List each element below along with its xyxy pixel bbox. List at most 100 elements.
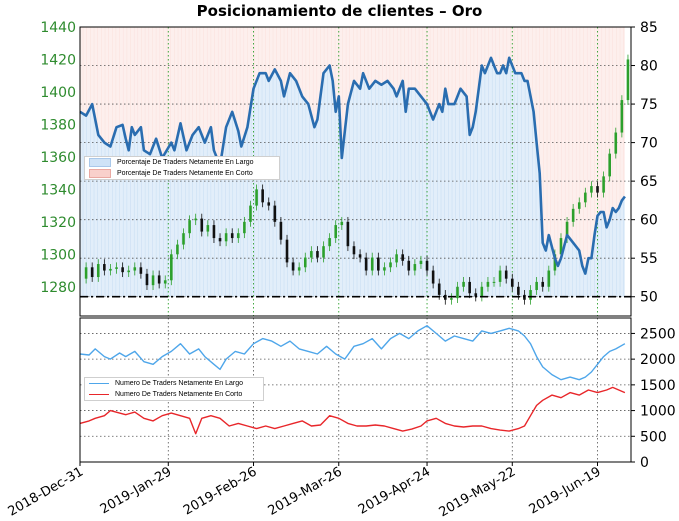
candle-body (614, 132, 618, 154)
candle-body (127, 270, 131, 273)
candle-body (151, 275, 155, 286)
candle-body (322, 246, 325, 258)
legend-top: Porcentaje De Traders Netamente En Largo… (84, 156, 280, 180)
legend-swatch-pct-long (89, 158, 111, 167)
right-tick-label: 80 (640, 59, 658, 75)
candle-body (358, 254, 362, 258)
left-tick-label: 1380 (40, 117, 76, 133)
candle-body (559, 238, 563, 255)
legend-swatch-count-short (89, 394, 109, 395)
candle-body (395, 254, 398, 263)
x-axis: 2018-Dec-31 2019-Jan-29 2019-Feb-26 2019-Ma… (6, 462, 604, 520)
pct-long-line (79, 56, 626, 275)
candle-body (584, 192, 587, 203)
right-tick-label: 50 (640, 290, 658, 306)
candle-body (139, 267, 143, 274)
candle-body (407, 260, 411, 271)
candle-body (346, 221, 350, 247)
candle-body (170, 254, 173, 281)
x-tick-label: 2019-Feb-26 (181, 464, 260, 518)
left-tick-label: 1420 (40, 52, 76, 68)
candle-body (498, 270, 502, 282)
candle-body (468, 281, 471, 294)
candle-body (401, 254, 404, 261)
candle-body (486, 281, 490, 287)
candle-body (291, 262, 295, 271)
candle-body (163, 280, 167, 284)
candle-body (145, 273, 149, 286)
candle-body (474, 293, 478, 297)
candle-body (541, 281, 545, 287)
candle-body (602, 176, 605, 193)
candle-body (504, 270, 508, 279)
candle-body (230, 233, 234, 239)
candle-body (176, 244, 179, 255)
legend-label-pct-long: Porcentaje De Traders Netamente En Largo (117, 159, 254, 166)
candle-body (103, 264, 106, 271)
x-tick-label: 2019-Apr-24 (356, 464, 433, 517)
right-tick-label: 60 (640, 213, 658, 229)
left-tick-label: 1340 (40, 182, 76, 198)
bottom-tick-label: 2500 (640, 326, 676, 342)
candle-body (90, 267, 94, 278)
bottom-panel-frame (79, 317, 632, 463)
left-tick-label: 1300 (40, 247, 76, 263)
candle-body (352, 246, 356, 255)
candle-body (182, 233, 185, 245)
candle-body (370, 257, 374, 271)
candle-body (316, 251, 319, 258)
top-panel-frame (79, 26, 632, 317)
candle-body (255, 189, 258, 206)
candle-body (547, 270, 551, 287)
candle-body (535, 281, 538, 291)
candle-body (577, 202, 581, 209)
top-panel: 1280 1300 1320 1340 1360 1380 1400 1420 1440 50 55… (40, 20, 658, 317)
legend-label-pct-short: Porcentaje De Traders Netamente En Corto (117, 170, 253, 177)
right-tick-label: 75 (640, 97, 658, 113)
legend-bottom: Numero De Traders Netamente En Largo Num… (84, 377, 264, 401)
x-tick-label: 2019-Jan-29 (98, 464, 175, 517)
candle-body (303, 257, 307, 268)
candle-body (389, 262, 392, 268)
count-short-line (79, 386, 626, 435)
candle-body (157, 275, 161, 284)
candle-body (425, 260, 429, 271)
bottom-tick-label: 2000 (640, 352, 676, 368)
candle-body (334, 225, 338, 239)
candle-body (419, 260, 423, 265)
candle-body (529, 290, 532, 300)
candle-body (626, 59, 630, 101)
left-tick-label: 1440 (40, 20, 76, 36)
legend-item-pct-long: Porcentaje De Traders Netamente En Largo (85, 157, 279, 168)
x-tick-label: 2018-Dec-31 (6, 464, 86, 519)
legend-swatch-count-long (89, 383, 109, 384)
bottom-tick-label: 1500 (640, 378, 676, 394)
candle-body (450, 298, 453, 300)
candle-body (565, 221, 569, 239)
candle-body (608, 153, 611, 177)
candle-body (310, 251, 313, 258)
candle-body (431, 270, 435, 284)
candle-body (261, 189, 264, 203)
x-tick-label: 2019-May-22 (437, 464, 519, 520)
candle-body (224, 233, 228, 242)
candle-body (462, 281, 465, 287)
candle-body (273, 205, 277, 222)
bottom-panel: 0 500 1000 1500 2000 2500 (79, 317, 676, 471)
legend-label-count-short: Numero De Traders Netamente En Corto (115, 391, 243, 398)
candle-body (480, 286, 484, 297)
candle-body (188, 220, 191, 234)
candle-body (121, 267, 124, 273)
candle-body (96, 264, 100, 278)
candle-body (517, 286, 520, 295)
candle-body (297, 267, 301, 271)
candle-body (377, 257, 380, 271)
candle-body (218, 238, 222, 242)
left-tick-label: 1320 (40, 215, 76, 231)
x-tick-label: 2019-Jun-19 (527, 464, 604, 517)
candle-body (553, 254, 557, 271)
legend-swatch-pct-short (89, 169, 111, 178)
chart-title: Posicionamiento de clientes – Oro (196, 2, 483, 20)
candle-body (84, 267, 88, 279)
